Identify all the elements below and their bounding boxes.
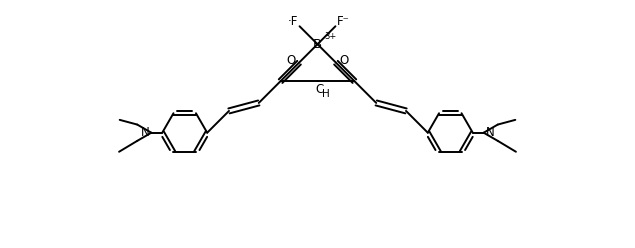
Text: N: N <box>140 126 149 139</box>
Text: N: N <box>486 126 495 139</box>
Text: ·F: ·F <box>288 15 298 29</box>
Text: H: H <box>321 89 330 99</box>
Text: C: C <box>315 83 323 96</box>
Text: 3+: 3+ <box>324 32 337 41</box>
Text: F⁻: F⁻ <box>337 15 350 29</box>
Text: O: O <box>339 54 349 67</box>
Text: O: O <box>286 54 296 67</box>
Text: B: B <box>313 38 322 51</box>
